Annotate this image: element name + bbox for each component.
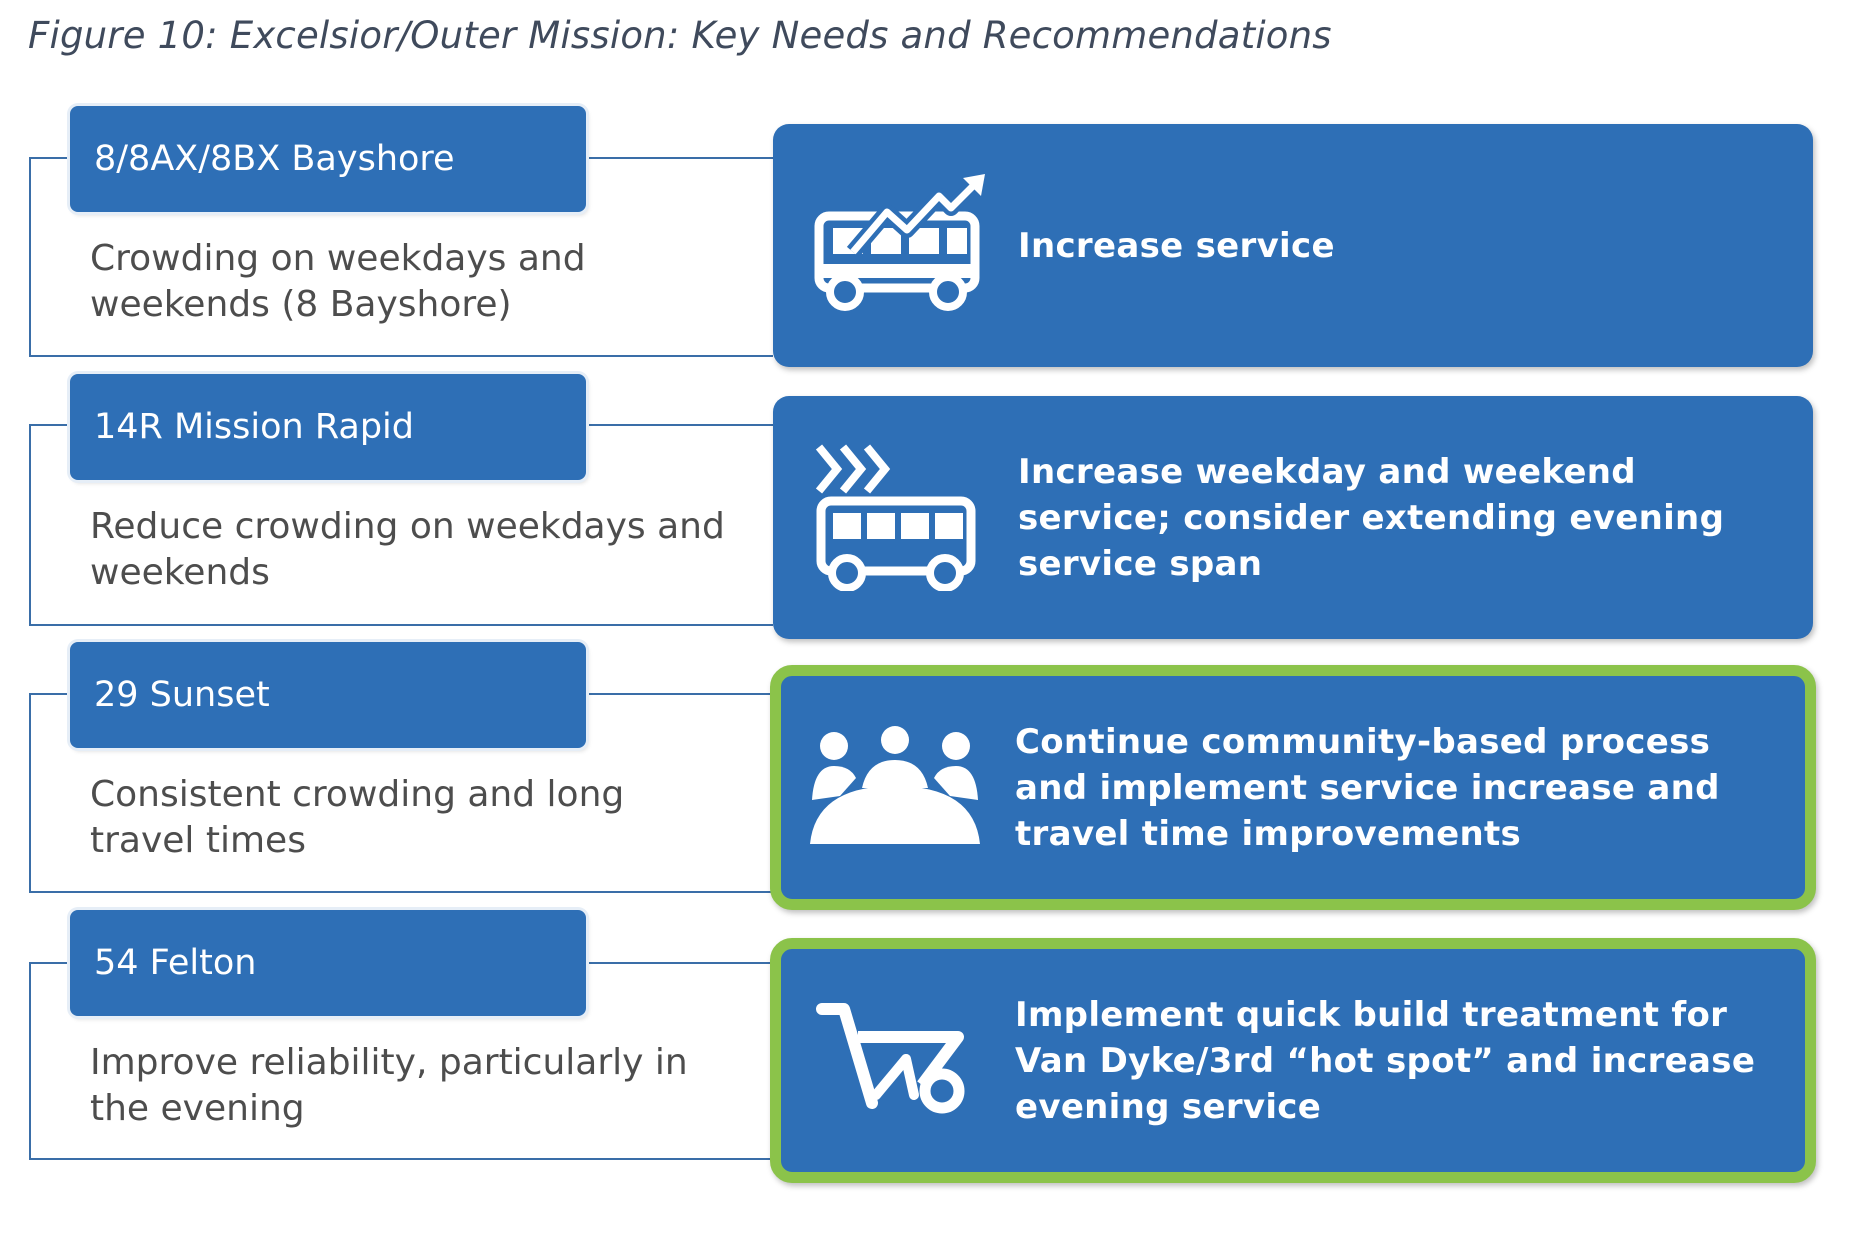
need-text: Crowding on weekdays and weekends (8 Bay… [90,238,586,325]
figure-title: Figure 10: Excelsior/Outer Mission: Key … [28,14,1332,57]
wheelbarrow-icon [810,999,980,1123]
recommendation-text: Continue community-based process and imp… [1015,721,1720,854]
route-box-14r-mission-rapid: 14R Mission Rapid [70,374,586,480]
recommendation-box: Increase service [773,124,1813,367]
bus-fast-icon [813,441,983,595]
route-box-29-sunset: 29 Sunset [70,642,586,748]
need-text: Consistent crowding and long travel time… [90,774,625,861]
route-box-54-felton: 54 Felton [70,910,586,1016]
route-label: 54 Felton [94,943,257,983]
route-box-8-bayshore: 8/8AX/8BX Bayshore [70,106,586,212]
bus-trend-up-icon [813,173,993,318]
need-text: Reduce crowding on weekdays and weekends [90,506,725,593]
recommendation-text: Implement quick build treatment for Van … [1015,994,1756,1127]
community-meeting-icon [810,725,980,850]
recommendation-text: Increase weekday and weekend service; co… [1018,451,1725,584]
route-label: 8/8AX/8BX Bayshore [94,139,455,179]
need-text: Improve reliability, particularly in the… [90,1042,688,1129]
recommendation-box-highlighted: Continue community-based process and imp… [770,665,1816,910]
recommendation-box: Increase weekday and weekend service; co… [773,396,1813,639]
route-label: 14R Mission Rapid [94,407,414,447]
recommendation-text: Increase service [1018,225,1335,266]
route-label: 29 Sunset [94,675,270,715]
recommendation-box-highlighted: Implement quick build treatment for Van … [770,938,1816,1183]
